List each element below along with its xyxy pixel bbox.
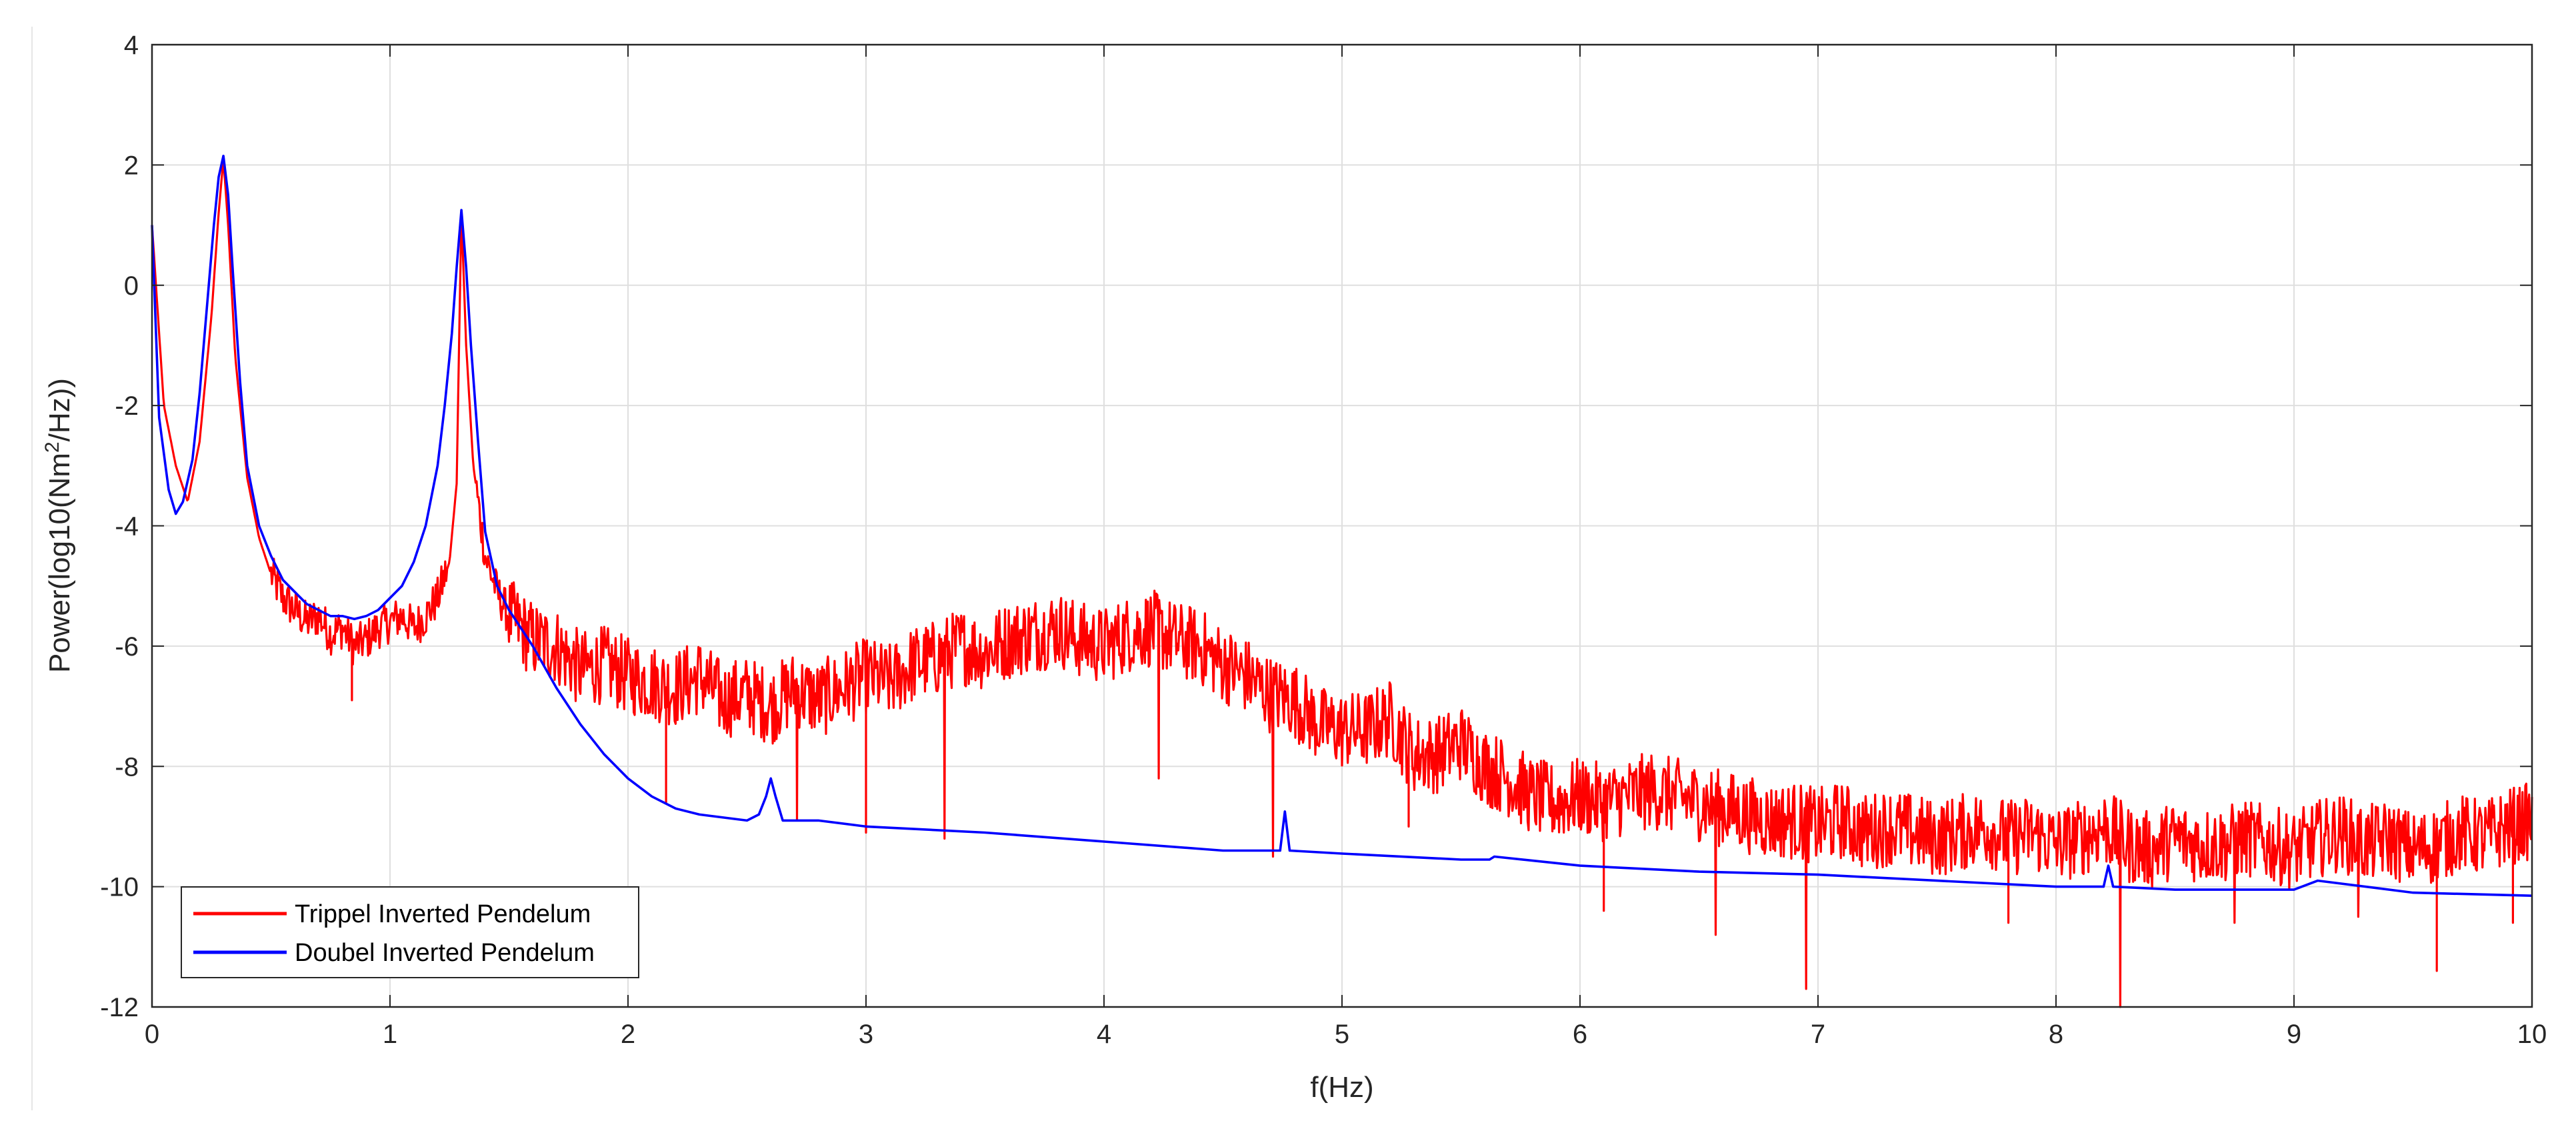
y-axis-title: Power(log10(Nm2/Hz)) xyxy=(41,378,76,673)
plot-area xyxy=(151,43,2533,1008)
y-tick-label: -4 xyxy=(115,512,139,541)
series-line-trippel xyxy=(151,157,2533,1008)
x-tick-label: 8 xyxy=(2049,1020,2063,1049)
legend: Trippel Inverted Pendelum Doubel Inverte… xyxy=(181,886,639,978)
y-tick-label: -2 xyxy=(115,391,139,421)
series-layer xyxy=(151,155,2533,1008)
y-tick-label: 0 xyxy=(124,271,139,301)
legend-label-trippel: Trippel Inverted Pendelum xyxy=(295,900,591,928)
series-line-doubel xyxy=(151,155,2533,897)
y-tick-label: -8 xyxy=(115,752,139,782)
x-tick-label: 9 xyxy=(2287,1020,2301,1049)
y-tick-label: 4 xyxy=(124,31,139,60)
legend-label-doubel: Doubel Inverted Pendelum xyxy=(295,939,595,967)
x-tick-label: 7 xyxy=(1811,1020,1825,1049)
y-axis-title-suffix: /Hz)) xyxy=(43,378,76,441)
x-tick-label: 0 xyxy=(145,1020,159,1049)
y-axis-title-prefix: Power(log10(Nm xyxy=(43,453,76,673)
x-tick-label: 1 xyxy=(383,1020,397,1049)
y-tick-label: 2 xyxy=(124,151,139,180)
x-axis-title: f(Hz) xyxy=(1310,1071,1373,1104)
ticks xyxy=(151,44,2533,1008)
x-tick-label: 10 xyxy=(2517,1020,2547,1049)
x-tick-label: 5 xyxy=(1335,1020,1349,1049)
y-tick-label: -12 xyxy=(100,993,139,1022)
x-tick-label: 3 xyxy=(859,1020,873,1049)
legend-box xyxy=(181,886,639,978)
x-tick-label: 2 xyxy=(621,1020,635,1049)
y-tick-label: -10 xyxy=(100,873,139,902)
x-tick-label: 4 xyxy=(1097,1020,1111,1049)
y-axis-title-superscript: 2 xyxy=(41,441,63,453)
x-tick-label: 6 xyxy=(1573,1020,1587,1049)
y-tick-label: -6 xyxy=(115,632,139,662)
tick-labels: 0 1 2 3 4 5 6 7 8 9 10 -12 -10 -8 -6 -4 -2 0 2 4 xyxy=(100,31,2547,1049)
